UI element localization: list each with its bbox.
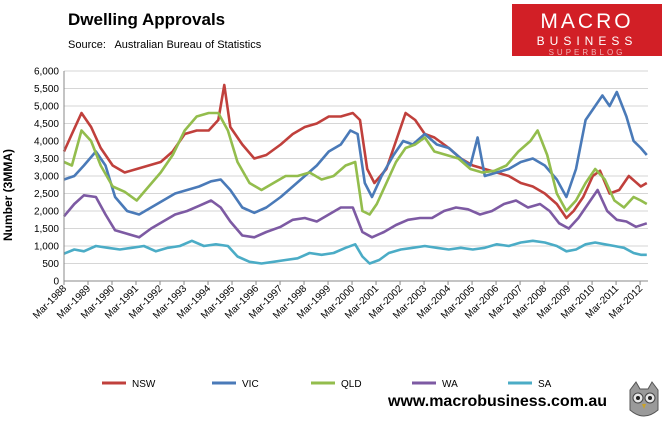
y-tick-label: 6,000 [34, 67, 59, 78]
y-tick-label: 4,000 [34, 137, 59, 148]
series-line-nsw [62, 83, 648, 220]
legend-label-sa: SA [538, 379, 552, 390]
y-tick-label: 2,000 [34, 207, 59, 218]
logo-sub-text: BUSINESS [536, 34, 638, 48]
page-title: Dwelling Approvals [68, 10, 226, 29]
website-url: www.macrobusiness.com.au [388, 393, 608, 410]
y-tick-label: 500 [42, 259, 59, 270]
y-tick-label: 5,000 [34, 102, 59, 113]
y-tick-label: 3,000 [34, 172, 59, 183]
axes [63, 71, 648, 282]
y-tick-labels: 0 500 1,000 1,500 2,000 2,500 3,000 3,500 4,000 4… [34, 67, 59, 288]
y-tick-label: 0 [53, 277, 59, 288]
y-tick-label: 2,500 [34, 189, 59, 200]
macrobusiness-logo: MACRO BUSINESS SUPERBLOG [512, 4, 662, 57]
legend: NSW VIC QLD WA SA [102, 379, 552, 390]
y-tick-label: 1,500 [34, 224, 59, 235]
series-lines [62, 83, 648, 265]
series-line-vic [63, 90, 648, 216]
legend-label-wa: WA [442, 379, 458, 390]
series-line-sa [63, 239, 647, 265]
y-tick-label: 1,000 [34, 242, 59, 253]
logo-tagline: SUPERBLOG [548, 48, 626, 57]
series-line-qld [63, 111, 648, 216]
logo-main-text: MACRO [540, 10, 634, 33]
owl-logo-icon [624, 380, 664, 420]
y-tick-label: 3,500 [34, 154, 59, 165]
y-tick-label: 5,500 [34, 84, 59, 95]
y-axis-label: Number (3MMA) [1, 149, 15, 241]
series-line-wa [63, 188, 648, 239]
y-tick-label: 4,500 [34, 119, 59, 130]
x-tick-labels: Mar-1988Mar-1989Mar-1990Mar-1991Mar-1992… [31, 281, 645, 321]
legend-label-nsw: NSW [132, 379, 156, 390]
legend-label-vic: VIC [242, 379, 259, 390]
source-note: Source: Australian Bureau of Statistics [68, 39, 262, 51]
gridlines [64, 70, 648, 264]
legend-label-qld: QLD [341, 379, 362, 390]
